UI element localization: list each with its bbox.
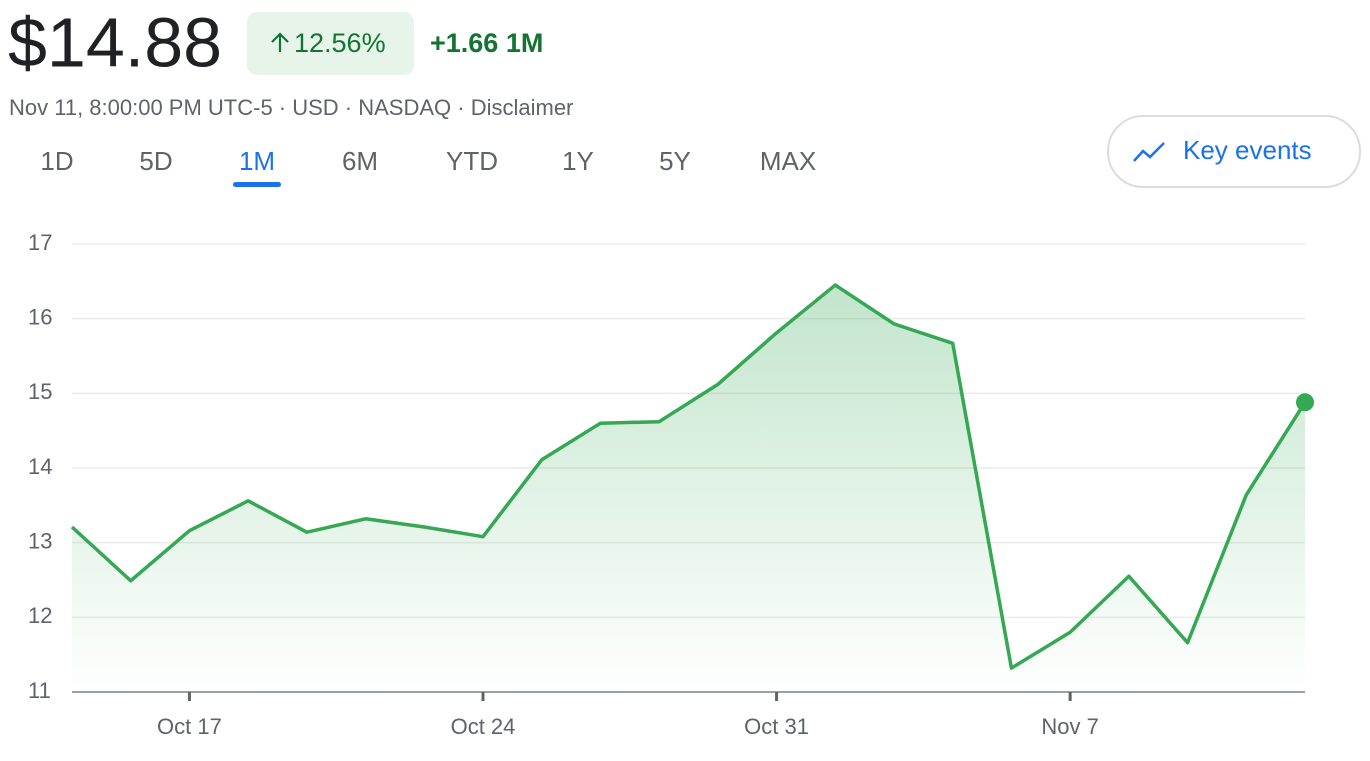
change-value: +1.66 1M <box>430 28 543 58</box>
range-tab[interactable]: 6M <box>342 146 378 176</box>
x-tick-label: Oct 17 <box>157 714 222 739</box>
range-tab-label: YTD <box>446 146 498 176</box>
range-tab-label: 5Y <box>659 146 691 176</box>
price: $14.88 <box>8 3 222 81</box>
y-tick-label: 11 <box>28 678 51 703</box>
x-tick-label: Oct 24 <box>451 714 516 739</box>
y-tick-label: 16 <box>28 304 52 329</box>
range-tab[interactable]: YTD <box>446 146 498 176</box>
button-outline <box>1107 115 1361 188</box>
key-events-label: Key events <box>1183 135 1312 165</box>
y-tick-label: 14 <box>28 454 52 479</box>
area-fill <box>72 285 1305 692</box>
selected-indicator <box>233 182 281 187</box>
range-tab-label: 1Y <box>562 146 594 176</box>
y-tick-label: 17 <box>28 230 52 255</box>
key-events-icon <box>1133 142 1165 162</box>
up-arrow <box>271 32 289 52</box>
range-tab-label: 5D <box>139 146 172 176</box>
x-tick-label: Oct 31 <box>744 714 809 739</box>
range-tab[interactable]: 1D <box>40 146 73 176</box>
range-tab-label: 6M <box>342 146 378 176</box>
range-tab[interactable]: 5D <box>139 146 172 176</box>
range-tab-label: MAX <box>760 146 816 176</box>
change-percent: 12.56% <box>294 28 386 58</box>
last-point <box>1296 393 1314 412</box>
x-tick-label: Nov 7 <box>1041 714 1098 739</box>
y-tick-label: 13 <box>28 528 52 553</box>
range-tab[interactable]: 1Y <box>562 146 594 176</box>
range-tab[interactable]: MAX <box>760 146 816 176</box>
y-tick-label: 15 <box>28 379 52 404</box>
key-events-button[interactable]: Key events <box>1107 115 1361 188</box>
change-badge <box>247 12 414 75</box>
y-tick-label: 12 <box>28 603 52 628</box>
price-line <box>70 283 1307 670</box>
range-tab-label: 1D <box>40 146 73 176</box>
range-tab[interactable]: 1M <box>233 146 281 187</box>
info-line: Nov 11, 8:00:00 PM UTC-5 · USD · NASDAQ … <box>9 95 573 120</box>
range-tab[interactable]: 5Y <box>659 146 691 176</box>
range-tab-label: 1M <box>239 146 275 176</box>
